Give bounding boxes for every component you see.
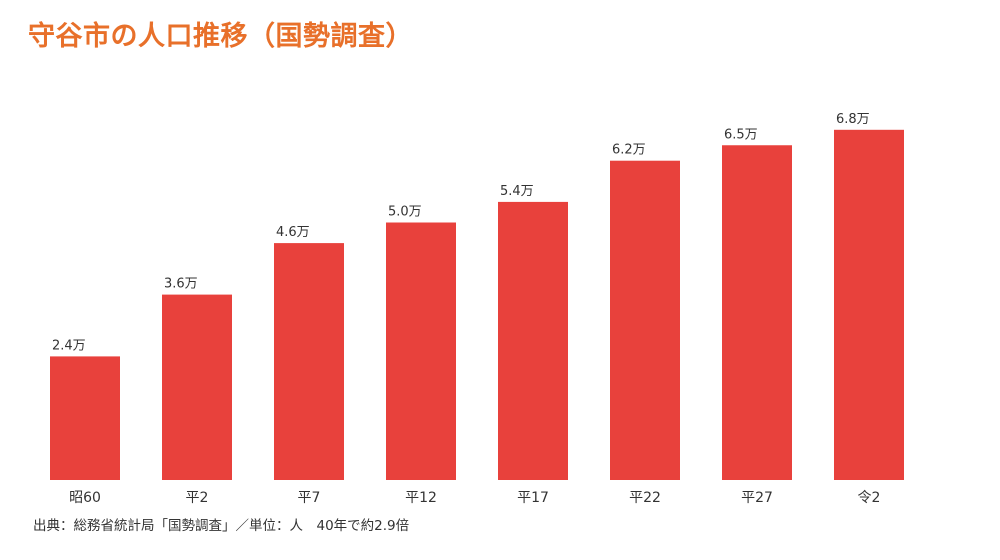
bar-平17 xyxy=(498,201,568,480)
x-tick-label: 平12 xyxy=(405,490,437,506)
value-label: 4.6万 xyxy=(276,225,310,240)
x-tick-label: 平22 xyxy=(629,490,661,506)
value-label: 5.4万 xyxy=(500,184,534,199)
bar-令2 xyxy=(834,129,904,481)
x-tick-label: 平7 xyxy=(298,490,321,506)
x-tick-label: 平2 xyxy=(186,490,209,506)
x-tick-label: 昭60 xyxy=(69,490,101,506)
bar-平2 xyxy=(162,294,232,480)
x-tick-label: 令2 xyxy=(858,490,881,506)
source-note: 出典：総務省統計局「国勢調査」／単位：人 40年で約2.9倍 xyxy=(33,518,410,534)
x-tick-label: 平17 xyxy=(517,490,549,506)
x-axis-labels-group: 昭60 平2 平7 平12 平17 平22 平27 令2 xyxy=(69,490,880,506)
value-label: 5.0万 xyxy=(388,205,422,220)
bar-昭60 xyxy=(50,356,120,480)
value-label: 3.6万 xyxy=(164,277,198,292)
bar-平7 xyxy=(274,243,344,480)
x-tick-label: 平27 xyxy=(741,490,773,506)
bar-平22 xyxy=(610,160,680,480)
value-label: 6.2万 xyxy=(612,143,646,158)
bar-平12 xyxy=(386,222,456,480)
value-label: 6.8万 xyxy=(836,112,870,127)
value-label: 6.5万 xyxy=(724,127,758,142)
bar-平27 xyxy=(722,145,792,480)
value-labels-group: 2.4万 3.6万 4.6万 5.0万 5.4万 6.2万 6.5万 6.8万 xyxy=(52,112,870,354)
chart-title: 守谷市の人口推移（国勢調査） xyxy=(28,21,413,52)
value-label: 2.4万 xyxy=(52,338,86,353)
bars-group xyxy=(50,129,904,481)
